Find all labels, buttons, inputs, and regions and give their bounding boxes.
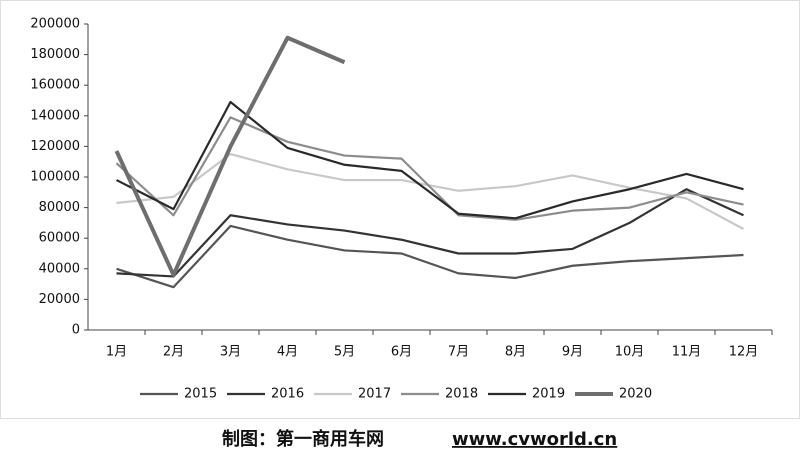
legend-label: 2015 xyxy=(184,387,217,402)
x-tick-label: 1月 xyxy=(106,345,127,360)
x-tick-label: 8月 xyxy=(505,345,526,360)
x-tick-label: 10月 xyxy=(615,345,645,360)
footer-label: 制图：第一商用车网 xyxy=(222,428,384,450)
legend-label: 2020 xyxy=(619,387,652,402)
series-line xyxy=(116,224,744,289)
x-tick-label: 12月 xyxy=(729,345,759,360)
y-tick-label: 20000 xyxy=(39,292,80,307)
y-tick-label: 120000 xyxy=(30,139,80,154)
y-tick-label: 80000 xyxy=(39,200,80,215)
y-tick-label: 40000 xyxy=(39,261,80,276)
y-tick-label: 60000 xyxy=(39,231,80,246)
y-tick-label: 180000 xyxy=(30,47,80,62)
x-tick-label: 3月 xyxy=(220,345,241,360)
y-tick-label: 160000 xyxy=(30,78,80,93)
x-tick-label: 7月 xyxy=(448,345,469,360)
series-line xyxy=(116,188,744,278)
x-tick-label: 9月 xyxy=(562,345,583,360)
x-tick-label: 4月 xyxy=(277,345,298,360)
y-tick-label: 200000 xyxy=(30,17,80,32)
x-tick-label: 11月 xyxy=(672,345,702,360)
y-tick-label: 140000 xyxy=(30,108,80,123)
legend-label: 2019 xyxy=(532,387,565,402)
x-tick-label: 2月 xyxy=(163,345,184,360)
x-tick-label: 6月 xyxy=(391,345,412,360)
footer-url: www.cvworld.cn xyxy=(452,429,617,450)
series-line xyxy=(114,35,346,277)
legend-label: 2016 xyxy=(271,387,304,402)
series-line xyxy=(115,116,744,221)
x-tick-label: 5月 xyxy=(334,345,355,360)
y-tick-label: 0 xyxy=(72,323,80,338)
legend-label: 2017 xyxy=(358,387,391,402)
y-tick-label: 100000 xyxy=(30,170,80,185)
legend-label: 2018 xyxy=(445,387,478,402)
series-line xyxy=(116,100,744,220)
